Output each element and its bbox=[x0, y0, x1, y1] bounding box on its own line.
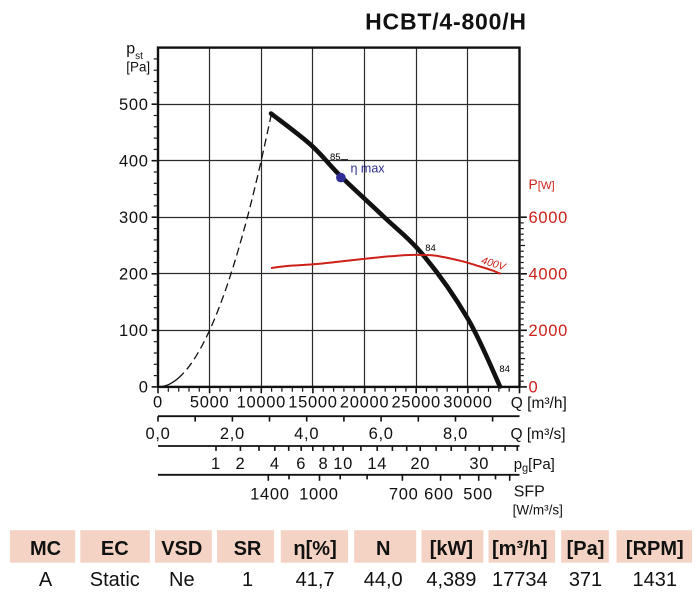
svg-text:20000: 20000 bbox=[340, 394, 389, 412]
svg-text:100: 100 bbox=[119, 322, 149, 340]
svg-text:Q [m³/s]: Q [m³/s] bbox=[511, 426, 566, 443]
svg-text:1000: 1000 bbox=[299, 486, 339, 504]
svg-text:2,0: 2,0 bbox=[220, 425, 245, 443]
svg-text:8,0: 8,0 bbox=[443, 425, 468, 443]
svg-text:2: 2 bbox=[235, 455, 245, 473]
svg-text:4,389: 4,389 bbox=[426, 569, 476, 591]
svg-text:[m³/h]: [m³/h] bbox=[492, 538, 548, 560]
svg-text:15000: 15000 bbox=[288, 394, 337, 412]
svg-text:8: 8 bbox=[319, 455, 329, 473]
svg-text:P[W]: P[W] bbox=[529, 177, 555, 192]
svg-text:0: 0 bbox=[153, 394, 163, 412]
svg-text:400: 400 bbox=[119, 153, 149, 171]
svg-text:2000: 2000 bbox=[529, 322, 569, 340]
svg-text:6,0: 6,0 bbox=[369, 425, 394, 443]
svg-text:84: 84 bbox=[499, 364, 510, 375]
svg-text:[RPM]: [RPM] bbox=[626, 538, 684, 560]
svg-text:[Pa]: [Pa] bbox=[126, 60, 150, 75]
svg-text:MC: MC bbox=[30, 538, 61, 560]
svg-text:A: A bbox=[39, 569, 53, 591]
svg-text:5000: 5000 bbox=[190, 394, 230, 412]
svg-text:[kW]: [kW] bbox=[430, 538, 473, 560]
svg-text:Q [m³/h]: Q [m³/h] bbox=[511, 395, 567, 412]
svg-text:10: 10 bbox=[333, 455, 353, 473]
svg-text:4,0: 4,0 bbox=[294, 425, 319, 443]
svg-text:30: 30 bbox=[469, 455, 489, 473]
svg-text:85: 85 bbox=[330, 152, 341, 163]
svg-text:0,0: 0,0 bbox=[145, 425, 170, 443]
svg-text:10000: 10000 bbox=[237, 394, 286, 412]
svg-text:0: 0 bbox=[139, 379, 149, 397]
svg-text:500: 500 bbox=[463, 486, 493, 504]
svg-text:HCBT/4-800/H: HCBT/4-800/H bbox=[365, 9, 527, 35]
svg-text:SFP: SFP bbox=[514, 483, 545, 500]
svg-text:700: 700 bbox=[389, 486, 419, 504]
svg-text:1431: 1431 bbox=[633, 569, 678, 591]
svg-text:η[%]: η[%] bbox=[293, 538, 336, 560]
svg-text:0: 0 bbox=[529, 379, 539, 397]
svg-text:6: 6 bbox=[296, 455, 306, 473]
svg-text:84: 84 bbox=[425, 243, 436, 254]
svg-text:500: 500 bbox=[119, 96, 149, 114]
svg-text:41,7: 41,7 bbox=[296, 569, 335, 591]
svg-text:[Pa]: [Pa] bbox=[567, 538, 605, 560]
svg-text:Static: Static bbox=[90, 569, 140, 591]
svg-text:4000: 4000 bbox=[529, 266, 569, 284]
svg-text:20: 20 bbox=[410, 455, 430, 473]
svg-text:1: 1 bbox=[211, 455, 221, 473]
svg-text:30000: 30000 bbox=[443, 394, 492, 412]
svg-text:pg[Pa]: pg[Pa] bbox=[514, 456, 555, 475]
svg-text:25000: 25000 bbox=[392, 394, 441, 412]
svg-text:600: 600 bbox=[424, 486, 454, 504]
svg-text:η max: η max bbox=[351, 162, 386, 176]
svg-text:N: N bbox=[376, 538, 390, 560]
svg-text:EC: EC bbox=[101, 538, 129, 560]
svg-text:1: 1 bbox=[242, 569, 253, 591]
svg-text:VSD: VSD bbox=[161, 538, 202, 560]
svg-text:SR: SR bbox=[234, 538, 262, 560]
svg-text:200: 200 bbox=[119, 266, 149, 284]
svg-text:371: 371 bbox=[569, 569, 602, 591]
svg-text:1400: 1400 bbox=[250, 486, 290, 504]
svg-text:4: 4 bbox=[270, 455, 280, 473]
svg-text:6000: 6000 bbox=[529, 209, 569, 227]
svg-text:44,0: 44,0 bbox=[364, 569, 403, 591]
svg-text:14: 14 bbox=[367, 455, 387, 473]
svg-text:300: 300 bbox=[119, 209, 149, 227]
svg-text:17734: 17734 bbox=[492, 569, 548, 591]
svg-text:Ne: Ne bbox=[169, 569, 195, 591]
svg-text:[W/m³/s]: [W/m³/s] bbox=[513, 502, 563, 517]
